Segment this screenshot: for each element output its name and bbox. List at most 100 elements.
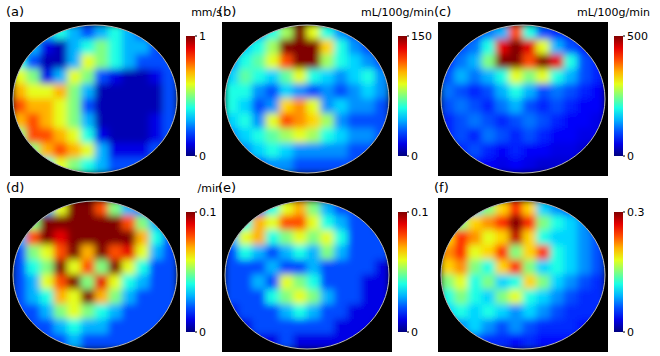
cell <box>293 230 308 246</box>
colorbar-tick <box>407 36 409 37</box>
cell <box>441 230 456 246</box>
cell <box>122 334 137 350</box>
cell <box>577 215 592 231</box>
cell <box>509 245 524 261</box>
cell <box>320 215 335 231</box>
panel: (c)0500mL/100g/min <box>434 4 650 176</box>
colorbar-tick-label: 1 <box>199 30 206 43</box>
cell <box>13 54 28 70</box>
cell <box>348 113 363 129</box>
cell <box>252 275 267 291</box>
cell <box>307 260 322 276</box>
cell <box>108 54 123 70</box>
colorbar-tick-label: 0 <box>199 326 206 339</box>
panel: (a)01mm/s <box>6 4 222 176</box>
cell <box>136 334 151 350</box>
cell <box>550 245 565 261</box>
cell <box>266 289 281 305</box>
cell <box>550 143 565 159</box>
cell <box>54 158 69 174</box>
cell <box>307 113 322 129</box>
cell <box>108 260 123 276</box>
cell <box>136 99 151 115</box>
cell <box>334 275 349 291</box>
cell <box>334 334 349 350</box>
cell <box>307 245 322 261</box>
cell <box>536 99 551 115</box>
cell <box>279 84 294 100</box>
panel: (f)00.3 <box>434 180 645 352</box>
cell <box>26 113 41 129</box>
cell <box>149 319 164 335</box>
cell <box>536 84 551 100</box>
cell <box>348 84 363 100</box>
cell <box>81 113 96 129</box>
panel: (b)0150mL/100g/min <box>218 4 434 176</box>
cell <box>523 128 538 144</box>
cell <box>293 215 308 231</box>
cell <box>361 260 376 276</box>
cell <box>40 289 55 305</box>
cell <box>468 334 483 350</box>
cell <box>468 275 483 291</box>
cell <box>307 39 322 55</box>
cell <box>550 25 565 41</box>
cell <box>361 39 376 55</box>
colorbar-tick-label: 0 <box>411 150 418 163</box>
colorbar <box>614 212 623 332</box>
cell <box>252 69 267 85</box>
cell <box>266 84 281 100</box>
cell <box>95 304 110 320</box>
cell <box>564 304 579 320</box>
cell <box>26 215 41 231</box>
cell <box>67 128 82 144</box>
cell <box>523 143 538 159</box>
cell <box>81 245 96 261</box>
cell <box>108 84 123 100</box>
cell <box>509 289 524 305</box>
cell <box>95 39 110 55</box>
cell <box>454 69 469 85</box>
cell <box>348 128 363 144</box>
cell <box>136 69 151 85</box>
cell <box>550 128 565 144</box>
map <box>13 25 178 174</box>
cell <box>40 39 55 55</box>
cell <box>67 69 82 85</box>
cell <box>307 25 322 41</box>
cell <box>564 201 579 217</box>
cell <box>495 275 510 291</box>
cell <box>320 84 335 100</box>
image-background <box>10 198 180 352</box>
cell <box>482 245 497 261</box>
cell <box>361 319 376 335</box>
cell <box>482 158 497 174</box>
cell <box>348 54 363 70</box>
cell <box>238 275 253 291</box>
cell <box>95 69 110 85</box>
cell <box>136 260 151 276</box>
cell <box>495 84 510 100</box>
cell <box>252 99 267 115</box>
cell <box>122 215 137 231</box>
cell <box>95 113 110 129</box>
cell <box>482 230 497 246</box>
cell <box>81 143 96 159</box>
cell <box>536 289 551 305</box>
cell <box>108 275 123 291</box>
cell <box>509 275 524 291</box>
cell <box>320 128 335 144</box>
tissue-outline <box>441 201 605 349</box>
cell <box>266 304 281 320</box>
cell <box>361 275 376 291</box>
colorbar-tick-label: 0.1 <box>199 206 217 219</box>
cell <box>482 304 497 320</box>
cell <box>149 275 164 291</box>
cell <box>279 275 294 291</box>
cell <box>509 25 524 41</box>
colorbar <box>398 212 407 332</box>
cell <box>468 245 483 261</box>
cell <box>67 319 82 335</box>
image-background <box>438 22 608 176</box>
cell <box>482 25 497 41</box>
